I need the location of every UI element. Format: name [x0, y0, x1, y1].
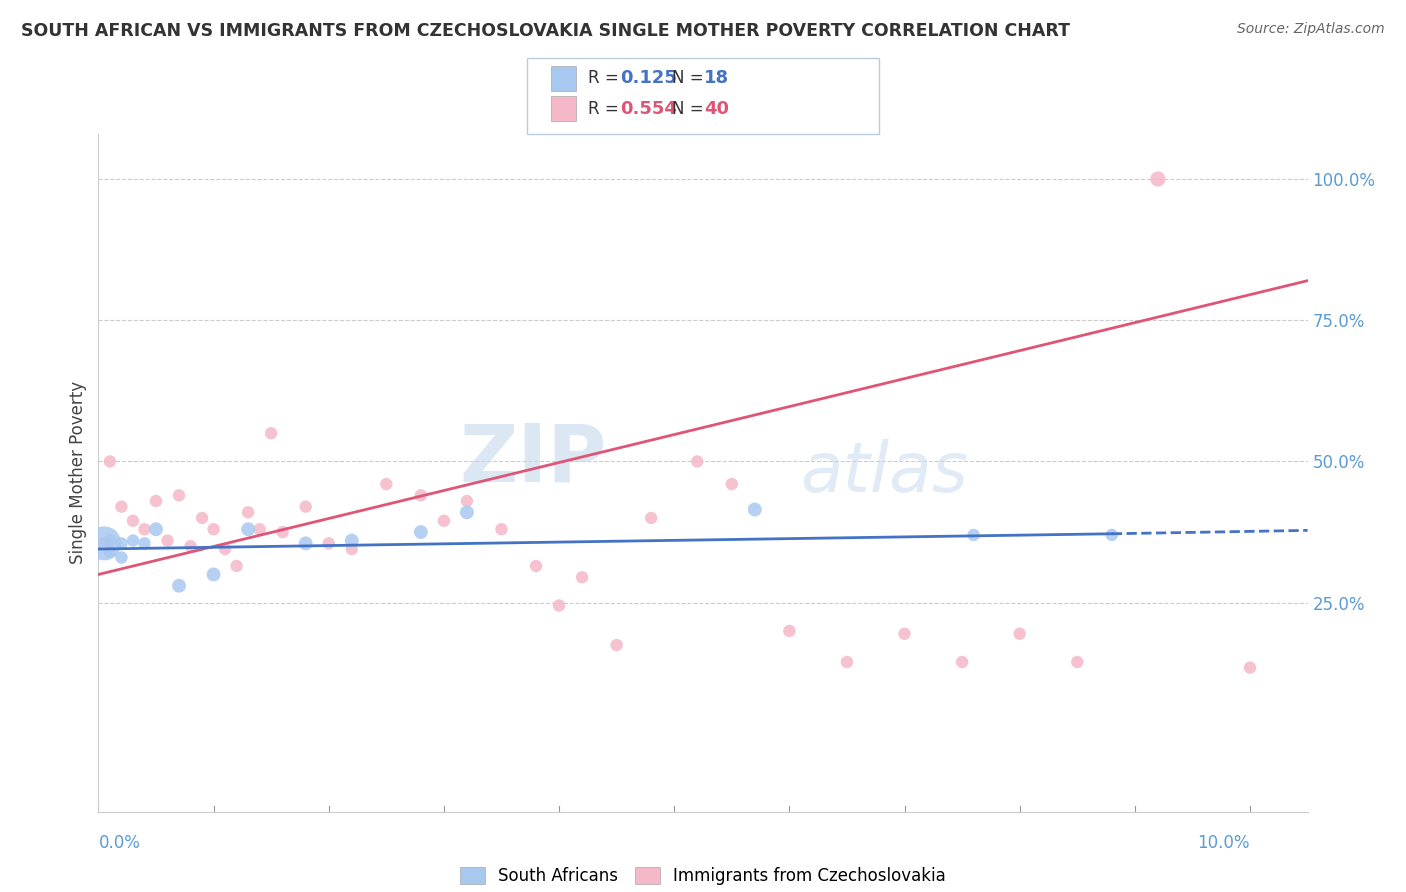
Point	[93, 536, 115, 550]
Text: 0.125: 0.125	[620, 69, 676, 87]
Point	[260, 426, 283, 441]
Point	[294, 536, 316, 550]
Point	[134, 522, 156, 536]
Text: 0.554: 0.554	[620, 100, 676, 118]
Point	[122, 533, 145, 548]
Point	[110, 536, 132, 550]
Point	[340, 542, 363, 557]
Point	[249, 522, 271, 536]
Point	[167, 488, 190, 502]
Point	[110, 550, 132, 565]
Text: 40: 40	[704, 100, 730, 118]
Point	[225, 558, 247, 574]
Point	[456, 505, 478, 519]
Point	[835, 655, 858, 669]
Text: atlas: atlas	[800, 439, 967, 507]
Point	[548, 599, 571, 613]
Point	[98, 545, 121, 559]
Point	[893, 626, 915, 640]
Point	[93, 536, 115, 550]
Point	[778, 624, 800, 638]
Point	[214, 542, 236, 557]
Text: 18: 18	[704, 69, 730, 87]
Text: R =: R =	[588, 100, 624, 118]
Text: N =: N =	[672, 100, 709, 118]
Point	[686, 454, 709, 468]
Point	[98, 454, 121, 468]
Point	[1147, 172, 1170, 186]
Point	[98, 533, 121, 548]
Point	[375, 477, 398, 491]
Point	[167, 579, 190, 593]
Text: SOUTH AFRICAN VS IMMIGRANTS FROM CZECHOSLOVAKIA SINGLE MOTHER POVERTY CORRELATIO: SOUTH AFRICAN VS IMMIGRANTS FROM CZECHOS…	[21, 22, 1070, 40]
Point	[606, 638, 628, 652]
Point	[236, 522, 259, 536]
Text: R =: R =	[588, 69, 624, 87]
Point	[962, 528, 984, 542]
Point	[318, 536, 340, 550]
Y-axis label: Single Mother Poverty: Single Mother Poverty	[69, 381, 87, 565]
Text: ZIP: ZIP	[458, 420, 606, 499]
Legend: South Africans, Immigrants from Czechoslovakia: South Africans, Immigrants from Czechosl…	[453, 860, 953, 891]
Point	[156, 533, 179, 548]
Point	[1008, 626, 1031, 640]
Text: N =: N =	[672, 69, 709, 87]
Text: 10.0%: 10.0%	[1198, 834, 1250, 853]
Point	[340, 533, 363, 548]
Point	[720, 477, 742, 491]
Point	[191, 511, 214, 525]
Point	[571, 570, 593, 584]
Point	[409, 488, 432, 502]
Point	[950, 655, 973, 669]
Point	[180, 539, 202, 553]
Point	[640, 511, 662, 525]
Point	[744, 502, 766, 516]
Text: 0.0%: 0.0%	[98, 834, 141, 853]
Point	[202, 522, 225, 536]
Point	[491, 522, 513, 536]
Point	[202, 567, 225, 582]
Point	[294, 500, 316, 514]
Point	[134, 536, 156, 550]
Point	[110, 500, 132, 514]
Point	[524, 558, 547, 574]
Point	[145, 494, 167, 508]
Point	[433, 514, 456, 528]
Point	[1101, 528, 1123, 542]
Point	[236, 505, 259, 519]
Point	[1239, 660, 1261, 674]
Point	[409, 524, 432, 539]
Point	[1066, 655, 1088, 669]
Point	[145, 522, 167, 536]
Text: Source: ZipAtlas.com: Source: ZipAtlas.com	[1237, 22, 1385, 37]
Point	[122, 514, 145, 528]
Point	[456, 494, 478, 508]
Point	[271, 524, 294, 539]
